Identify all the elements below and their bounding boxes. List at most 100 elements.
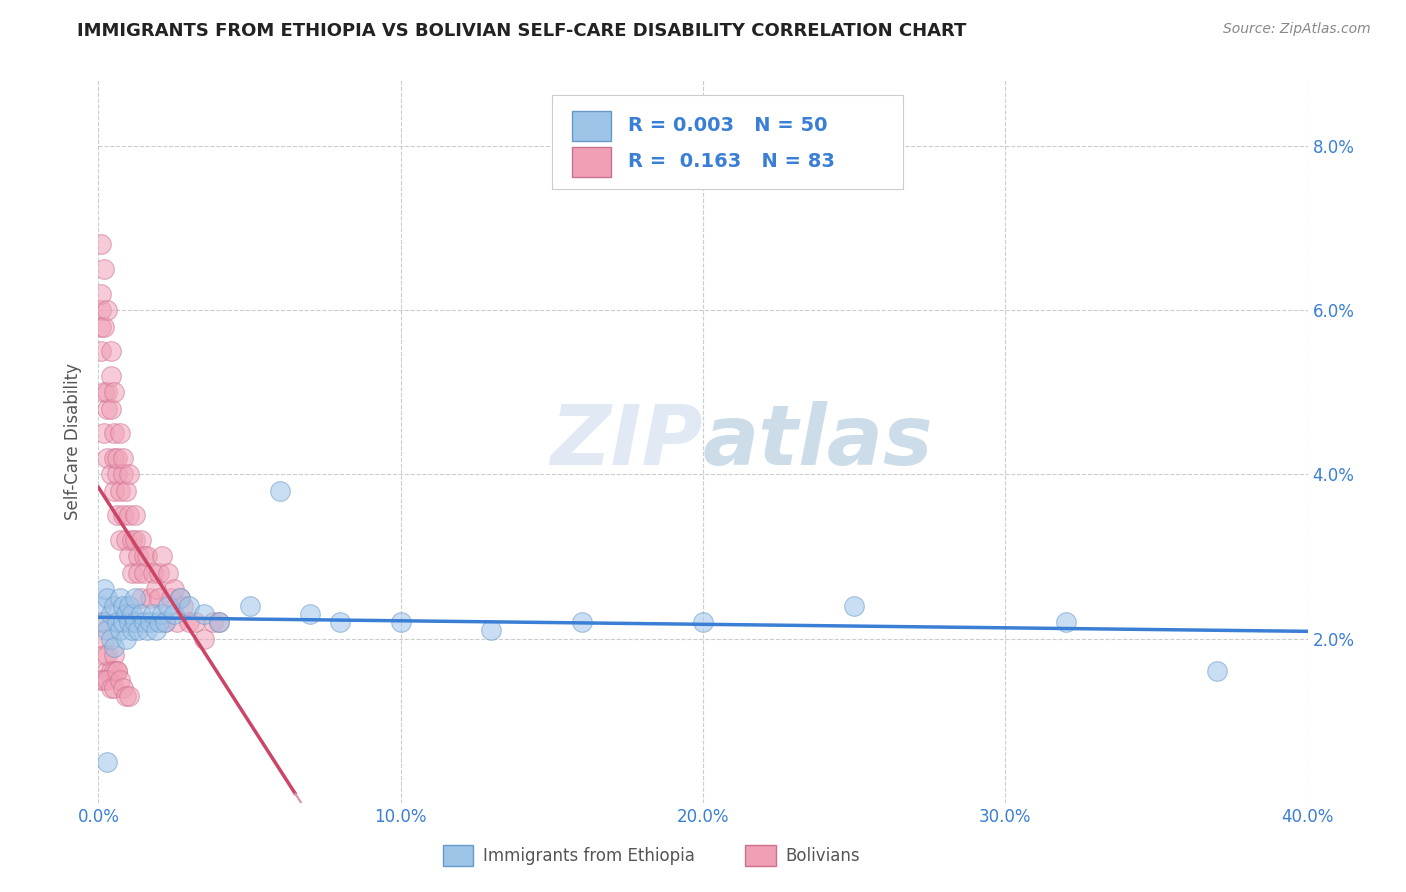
Point <box>145 624 167 638</box>
Point <box>96 303 118 318</box>
Point <box>93 673 115 687</box>
Point <box>96 648 118 662</box>
Point <box>150 607 173 621</box>
Point <box>132 549 155 564</box>
Point <box>202 615 225 630</box>
Point <box>208 615 231 630</box>
Point <box>96 385 118 400</box>
Point <box>96 401 118 416</box>
Point <box>108 591 131 605</box>
FancyBboxPatch shape <box>443 845 474 866</box>
Point <box>169 591 191 605</box>
Point <box>844 599 866 613</box>
Y-axis label: Self-Care Disability: Self-Care Disability <box>65 363 83 520</box>
Point <box>105 450 128 465</box>
Point <box>153 615 176 630</box>
Point <box>124 591 146 605</box>
Point <box>108 483 131 498</box>
Point <box>114 483 136 498</box>
Point <box>129 607 152 621</box>
Point <box>90 303 112 318</box>
Point <box>114 689 136 703</box>
Point <box>111 681 134 695</box>
Point <box>299 607 322 621</box>
Point <box>90 237 112 252</box>
Point <box>100 368 122 383</box>
Point <box>1206 665 1229 679</box>
Point <box>118 467 141 482</box>
Point <box>103 640 125 654</box>
Point <box>179 599 201 613</box>
FancyBboxPatch shape <box>745 845 776 866</box>
Point <box>108 426 131 441</box>
Point <box>108 533 131 547</box>
Point <box>90 286 112 301</box>
Text: Source: ZipAtlas.com: Source: ZipAtlas.com <box>1223 22 1371 37</box>
Point <box>96 673 118 687</box>
Point <box>121 607 143 621</box>
Point <box>96 665 118 679</box>
Point <box>96 755 118 769</box>
FancyBboxPatch shape <box>572 147 612 178</box>
Point <box>100 607 122 621</box>
Point <box>100 681 122 695</box>
Text: ZIP: ZIP <box>550 401 703 482</box>
Point <box>208 615 231 630</box>
Point <box>108 624 131 638</box>
Point <box>169 591 191 605</box>
Point <box>193 607 215 621</box>
Point <box>100 665 122 679</box>
Point <box>172 599 194 613</box>
Point <box>90 615 112 630</box>
Point <box>139 591 162 605</box>
Point <box>156 566 179 580</box>
Point <box>121 566 143 580</box>
Point <box>111 467 134 482</box>
Point <box>105 615 128 630</box>
Point <box>103 648 125 662</box>
Point <box>105 665 128 679</box>
Point <box>184 615 207 630</box>
Point <box>93 615 115 630</box>
Point <box>148 566 170 580</box>
Point <box>127 549 149 564</box>
Point <box>105 508 128 523</box>
Point <box>108 673 131 687</box>
FancyBboxPatch shape <box>572 111 612 141</box>
Point <box>481 624 503 638</box>
Point <box>93 648 115 662</box>
Point <box>139 615 162 630</box>
FancyBboxPatch shape <box>551 95 903 189</box>
Point <box>129 533 152 547</box>
Point <box>105 467 128 482</box>
Text: R = 0.003   N = 50: R = 0.003 N = 50 <box>628 116 828 136</box>
Point <box>121 533 143 547</box>
Point <box>153 615 176 630</box>
Point <box>135 624 157 638</box>
Point <box>389 615 412 630</box>
Point <box>96 591 118 605</box>
Point <box>105 665 128 679</box>
Point <box>127 624 149 638</box>
Point <box>103 450 125 465</box>
Point <box>100 632 122 646</box>
Point <box>111 599 134 613</box>
Point <box>166 615 188 630</box>
Text: Immigrants from Ethiopia: Immigrants from Ethiopia <box>482 847 695 864</box>
Text: R =  0.163   N = 83: R = 0.163 N = 83 <box>628 153 835 171</box>
Point <box>124 533 146 547</box>
Point <box>163 582 186 597</box>
Point <box>114 632 136 646</box>
Text: atlas: atlas <box>703 401 934 482</box>
Point <box>145 582 167 597</box>
Point <box>100 401 122 416</box>
Point <box>93 632 115 646</box>
Point <box>90 599 112 613</box>
Point <box>103 665 125 679</box>
Point <box>135 549 157 564</box>
Point <box>118 599 141 613</box>
Point <box>100 344 122 359</box>
Point <box>156 599 179 613</box>
Point <box>103 426 125 441</box>
Point <box>329 615 352 630</box>
